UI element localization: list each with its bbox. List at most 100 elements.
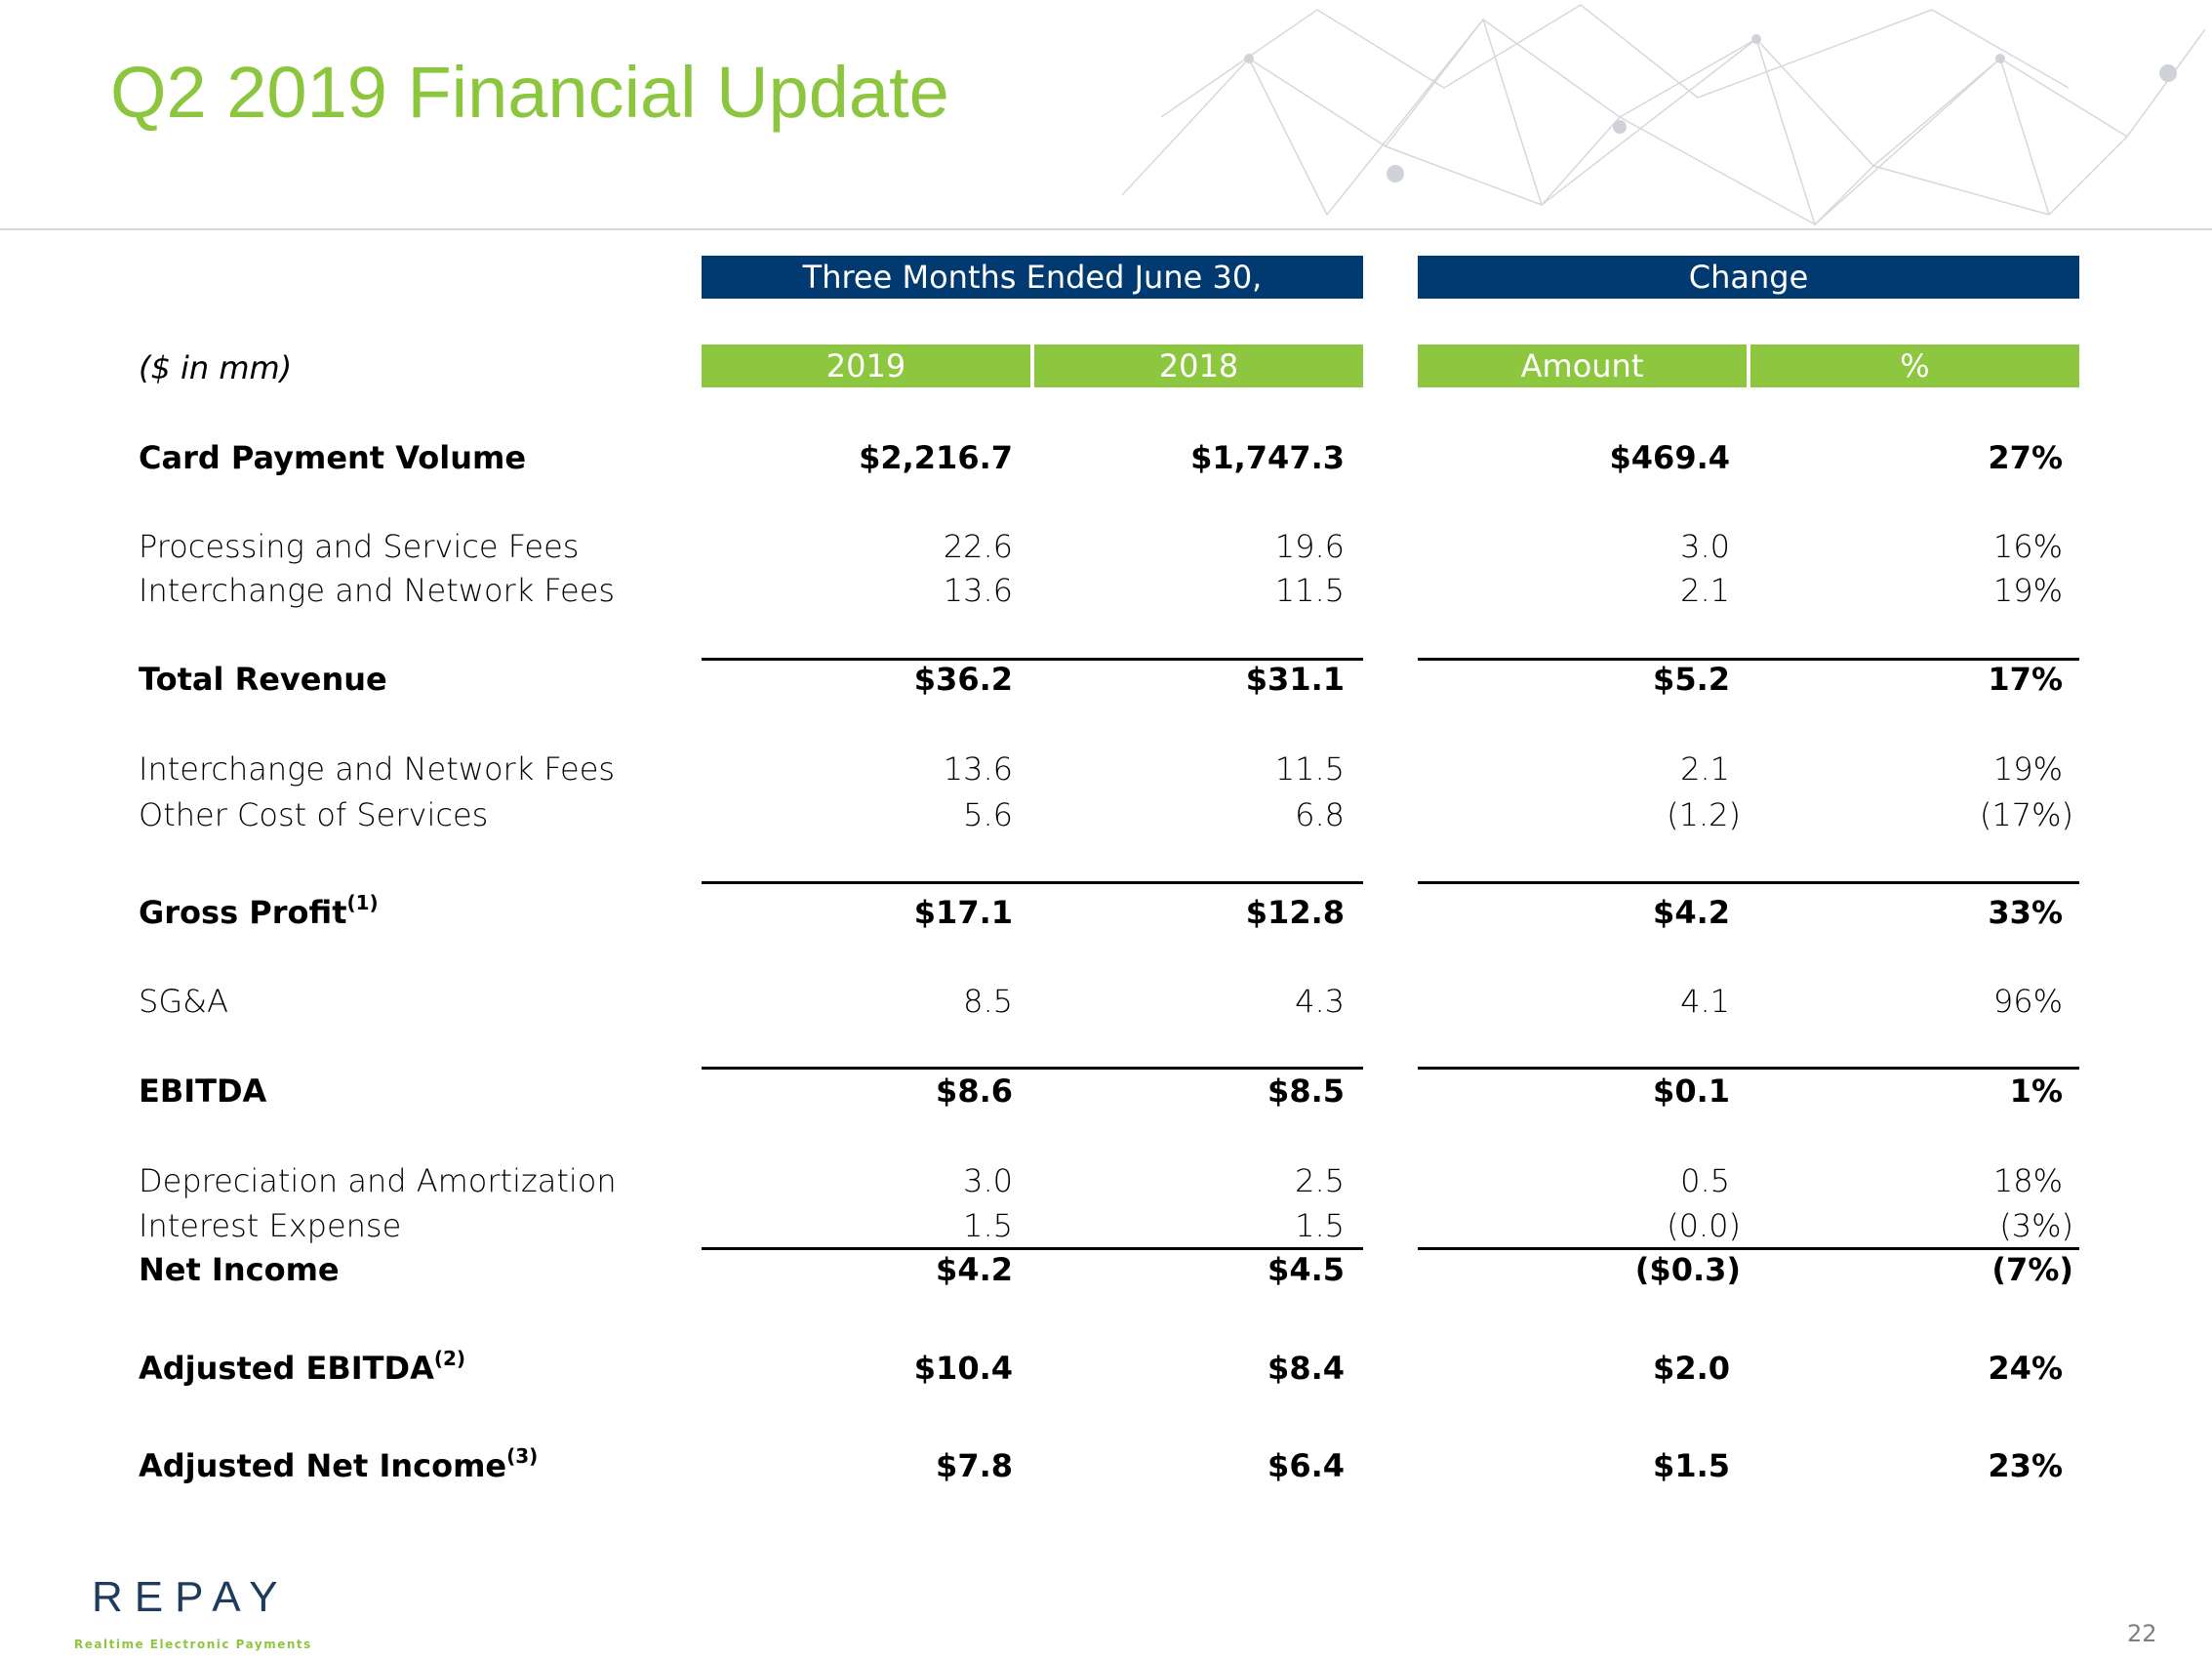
cell-value: 6.8 bbox=[1295, 796, 1345, 833]
cell-value: $17.1 bbox=[913, 894, 1013, 931]
row-label-text: Total Revenue bbox=[139, 661, 387, 698]
cell-value: ($0.3) bbox=[1634, 1251, 1741, 1288]
network-background bbox=[1121, 4, 2206, 226]
cell-value: $469.4 bbox=[1609, 439, 1730, 476]
cell-value: 27% bbox=[1988, 439, 2063, 476]
row-label: Depreciation and Amortization bbox=[139, 1165, 617, 1196]
row-label-text: Interchange and Network Fees bbox=[139, 572, 616, 609]
row-label-text: Adjusted EBITDA bbox=[139, 1350, 434, 1387]
cell-value: 11.5 bbox=[1274, 572, 1345, 609]
row-label-text: Interest Expense bbox=[139, 1207, 402, 1244]
group-header: Three Months Ended June 30, bbox=[702, 256, 1363, 299]
cell-value: $12.8 bbox=[1245, 894, 1345, 931]
row-label-text: Other Cost of Services bbox=[139, 796, 489, 833]
cell-value: 23% bbox=[1988, 1447, 2063, 1484]
cell-value: $5.2 bbox=[1653, 661, 1730, 698]
row-label-text: Depreciation and Amortization bbox=[139, 1162, 617, 1199]
row-label: Card Payment Volume bbox=[139, 442, 526, 473]
cell-value: $2,216.7 bbox=[859, 439, 1013, 476]
cell-value: (1.2) bbox=[1667, 796, 1741, 833]
rule-line bbox=[702, 881, 1363, 884]
cell-value: 2.5 bbox=[1295, 1162, 1345, 1199]
cell-value: 4.3 bbox=[1295, 983, 1345, 1020]
row-label: EBITDA bbox=[139, 1075, 266, 1107]
cell-value: $4.2 bbox=[936, 1251, 1013, 1288]
cell-value: $6.4 bbox=[1267, 1447, 1345, 1484]
cell-value: 13.6 bbox=[943, 750, 1013, 788]
unit-note: ($ in mm) bbox=[139, 349, 293, 386]
cell-value: 4.1 bbox=[1680, 983, 1730, 1020]
rule-line bbox=[1418, 658, 2079, 661]
cell-value: $1.5 bbox=[1653, 1447, 1730, 1484]
row-label: Adjusted EBITDA(2) bbox=[139, 1349, 465, 1387]
cell-value: 19% bbox=[1992, 750, 2063, 788]
rule-line bbox=[702, 658, 1363, 661]
row-label: SG&A bbox=[139, 986, 228, 1017]
cell-value: 1.5 bbox=[963, 1207, 1013, 1244]
column-header: 2019 bbox=[702, 344, 1030, 387]
column-header: Amount bbox=[1418, 344, 1747, 387]
cell-value: $8.6 bbox=[936, 1072, 1013, 1110]
footnote-marker: (1) bbox=[346, 891, 379, 914]
cell-value: 24% bbox=[1988, 1350, 2063, 1387]
cell-value: 3.0 bbox=[963, 1162, 1013, 1199]
row-label: Other Cost of Services bbox=[139, 799, 488, 830]
cell-value: $1,747.3 bbox=[1190, 439, 1345, 476]
row-label-text: Gross Profit bbox=[139, 894, 347, 931]
row-label: Interchange and Network Fees bbox=[139, 575, 615, 606]
cell-value: $8.5 bbox=[1267, 1072, 1345, 1110]
group-header: Change bbox=[1418, 256, 2079, 299]
cell-value: $36.2 bbox=[913, 661, 1013, 698]
cell-value: (0.0) bbox=[1667, 1207, 1741, 1244]
cell-value: $8.4 bbox=[1267, 1350, 1345, 1387]
cell-value: $10.4 bbox=[913, 1350, 1013, 1387]
footnote-marker: (3) bbox=[506, 1444, 539, 1468]
cell-value: (17%) bbox=[1979, 796, 2073, 833]
column-header: % bbox=[1750, 344, 2079, 387]
cell-value: 1.5 bbox=[1295, 1207, 1345, 1244]
row-label: Adjusted Net Income(3) bbox=[139, 1446, 538, 1484]
cell-value: 5.6 bbox=[963, 796, 1013, 833]
row-label: Gross Profit(1) bbox=[139, 893, 379, 931]
cell-value: 17% bbox=[1988, 661, 2063, 698]
cell-value: $4.2 bbox=[1653, 894, 1730, 931]
cell-value: 22.6 bbox=[943, 528, 1013, 565]
cell-value: (7%) bbox=[1991, 1251, 2073, 1288]
cell-value: $2.0 bbox=[1653, 1350, 1730, 1387]
footnote-marker: (2) bbox=[433, 1347, 466, 1370]
row-label: Processing and Service Fees bbox=[139, 531, 579, 562]
slide-title: Q2 2019 Financial Update bbox=[110, 52, 949, 133]
rule-line bbox=[702, 1067, 1363, 1070]
cell-value: 16% bbox=[1992, 528, 2063, 565]
logo-tagline: Realtime Electronic Payments bbox=[74, 1638, 312, 1651]
rule-line bbox=[1418, 1067, 2079, 1070]
cell-value: 11.5 bbox=[1274, 750, 1345, 788]
row-label-text: Interchange and Network Fees bbox=[139, 750, 616, 788]
row-label: Interest Expense bbox=[139, 1210, 401, 1241]
cell-value: 18% bbox=[1992, 1162, 2063, 1199]
cell-value: 96% bbox=[1992, 983, 2063, 1020]
cell-value: 2.1 bbox=[1680, 572, 1730, 609]
cell-value: 8.5 bbox=[963, 983, 1013, 1020]
row-label-text: EBITDA bbox=[139, 1072, 267, 1110]
cell-value: 13.6 bbox=[943, 572, 1013, 609]
cell-value: $31.1 bbox=[1245, 661, 1345, 698]
row-label-text: Adjusted Net Income bbox=[139, 1447, 507, 1484]
cell-value: 0.5 bbox=[1680, 1162, 1730, 1199]
rule-line bbox=[1418, 881, 2079, 884]
cell-value: $0.1 bbox=[1653, 1072, 1730, 1110]
column-header: 2018 bbox=[1034, 344, 1363, 387]
row-label: Net Income bbox=[139, 1254, 340, 1285]
row-label: Total Revenue bbox=[139, 664, 387, 695]
cell-value: 19.6 bbox=[1274, 528, 1345, 565]
cell-value: $7.8 bbox=[936, 1447, 1013, 1484]
rule-line bbox=[702, 1247, 1363, 1250]
cell-value: 3.0 bbox=[1680, 528, 1730, 565]
row-label-text: SG&A bbox=[139, 983, 228, 1020]
cell-value: 1% bbox=[2009, 1072, 2063, 1110]
row-label-text: Processing and Service Fees bbox=[139, 528, 580, 565]
rule-line bbox=[1418, 1247, 2079, 1250]
cell-value: 2.1 bbox=[1680, 750, 1730, 788]
cell-value: 19% bbox=[1992, 572, 2063, 609]
